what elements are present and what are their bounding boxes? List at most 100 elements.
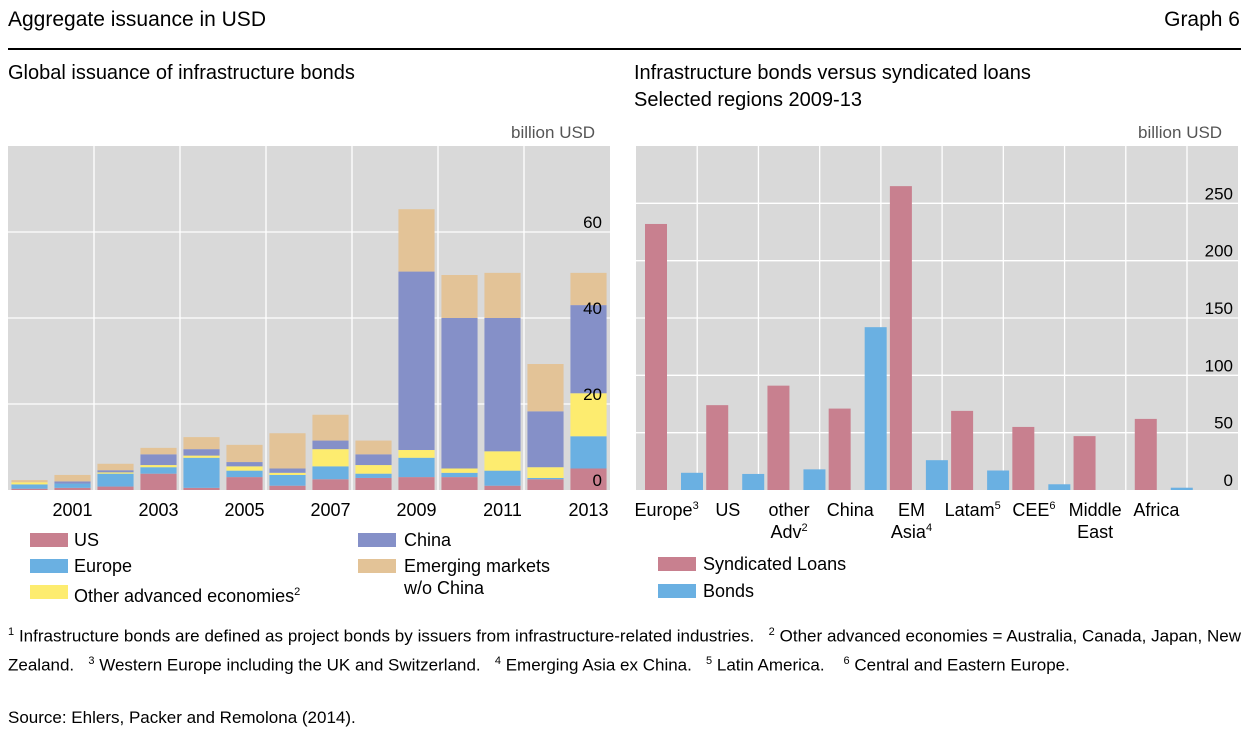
bar-segment [312,479,349,490]
source-note: Source: Ehlers, Packer and Remolona (201… [8,708,356,727]
legend-swatch-europe [30,559,68,573]
bar-segment [527,364,564,412]
category-label: East [1077,522,1113,542]
bar-segment [54,474,91,482]
bar-segment [312,440,349,450]
y-tick-label: 40 [583,299,602,318]
bar-segment [570,272,607,306]
bar-segment [527,477,564,480]
bar-segment [527,467,564,478]
x-tick-label: 2013 [568,500,608,520]
bar-segment [484,485,521,490]
bar-segment [355,465,392,474]
bar-segment [140,473,177,490]
category-label: Latam5 [945,500,1001,520]
bar-bonds [681,472,703,490]
bar-loans [767,385,790,490]
footnote-1: Infrastructure bonds are defined as proj… [18,626,755,646]
bar-bonds [803,469,826,490]
bar-bonds [1170,487,1193,490]
bar-segment [140,467,177,474]
bar-loans [828,408,851,490]
y-tick-label: 60 [583,213,602,232]
bar-segment [269,433,306,469]
footnote-5: Latin America. [716,655,825,675]
bar-segment [11,482,48,485]
bar-segment [398,477,435,490]
category-label: China [827,500,875,520]
bar-bonds [987,470,1010,490]
x-tick-label: 2003 [138,500,178,520]
x-tick-label: 2011 [483,500,522,520]
graph-title: Aggregate issuance in USD [8,8,266,31]
x-tick-label: 2007 [310,500,350,520]
left-chart-title: Global issuance of infrastructure bonds [8,62,355,84]
bar-segment [183,437,220,450]
bar-segment [97,470,134,473]
legend-label-us: US [74,530,100,550]
bar-segment [527,479,564,490]
bar-segment [484,318,521,452]
bar-segment [441,275,478,318]
legend-label-other-adv: Other advanced economies2 [74,586,301,606]
x-tick-label: 2009 [396,500,436,520]
bar-bonds [1048,484,1071,490]
bar-segment [527,411,564,468]
legend-swatch-loans [658,557,696,571]
bar-segment [441,318,478,469]
legend-label-emerging-2: w/o China [404,578,485,598]
legend-label-china: China [404,530,452,550]
bar-segment [183,455,220,458]
category-label: US [715,500,740,520]
legend-label-europe: Europe [74,556,133,576]
bar-segment [398,271,435,451]
bar-loans [1012,426,1035,490]
bar-segment [226,444,263,463]
bar-loans [706,405,729,490]
bar-segment [11,484,48,489]
bar-segment [441,472,478,478]
bar-bonds [864,327,887,490]
y-tick-label: 100 [1205,356,1233,375]
bar-segment [441,477,478,490]
category-label: Europe3 [635,500,699,520]
bar-segment [570,436,607,469]
category-label: Asia4 [891,522,932,542]
bar-segment [441,468,478,473]
legend-label-loans: Syndicated Loans [703,554,847,574]
bar-segment [97,486,134,490]
footnote-3: Western Europe including the UK and Swit… [99,655,481,675]
bar-segment [269,485,306,490]
bar-segment [355,454,392,466]
bar-segment [226,470,263,478]
bar-segment [312,414,349,441]
bar-segment [140,465,177,468]
legend-swatch-china [358,533,396,547]
bar-segment [312,449,349,467]
bar-segment [570,393,607,437]
bar-segment [183,457,220,488]
legend-label-bonds: Bonds [703,581,755,601]
y-tick-label: 0 [593,471,602,490]
right-chart-unit: billion USD [1138,123,1223,142]
category-label: Middle [1069,500,1122,520]
category-label: EM [898,500,925,520]
bar-segment [484,451,521,471]
bar-segment [484,470,521,486]
bar-bonds [925,460,948,490]
bar-segment [269,472,306,475]
right-chart-title: Infrastructure bonds versus syndicated l… [634,62,1031,84]
bar-segment [398,457,435,478]
right-chart-subtitle: Selected regions 2009-13 [634,89,862,111]
bar-segment [54,483,91,488]
bar-loans [645,223,667,490]
bar-loans [1073,436,1096,490]
y-tick-label: 0 [1224,471,1233,490]
bar-segment [355,440,392,455]
bar-segment [398,450,435,458]
bar-segment [269,468,306,473]
bar-segment [140,454,177,466]
bar-segment [54,487,91,490]
footnote-6: Central and Eastern Europe. [854,655,1070,675]
